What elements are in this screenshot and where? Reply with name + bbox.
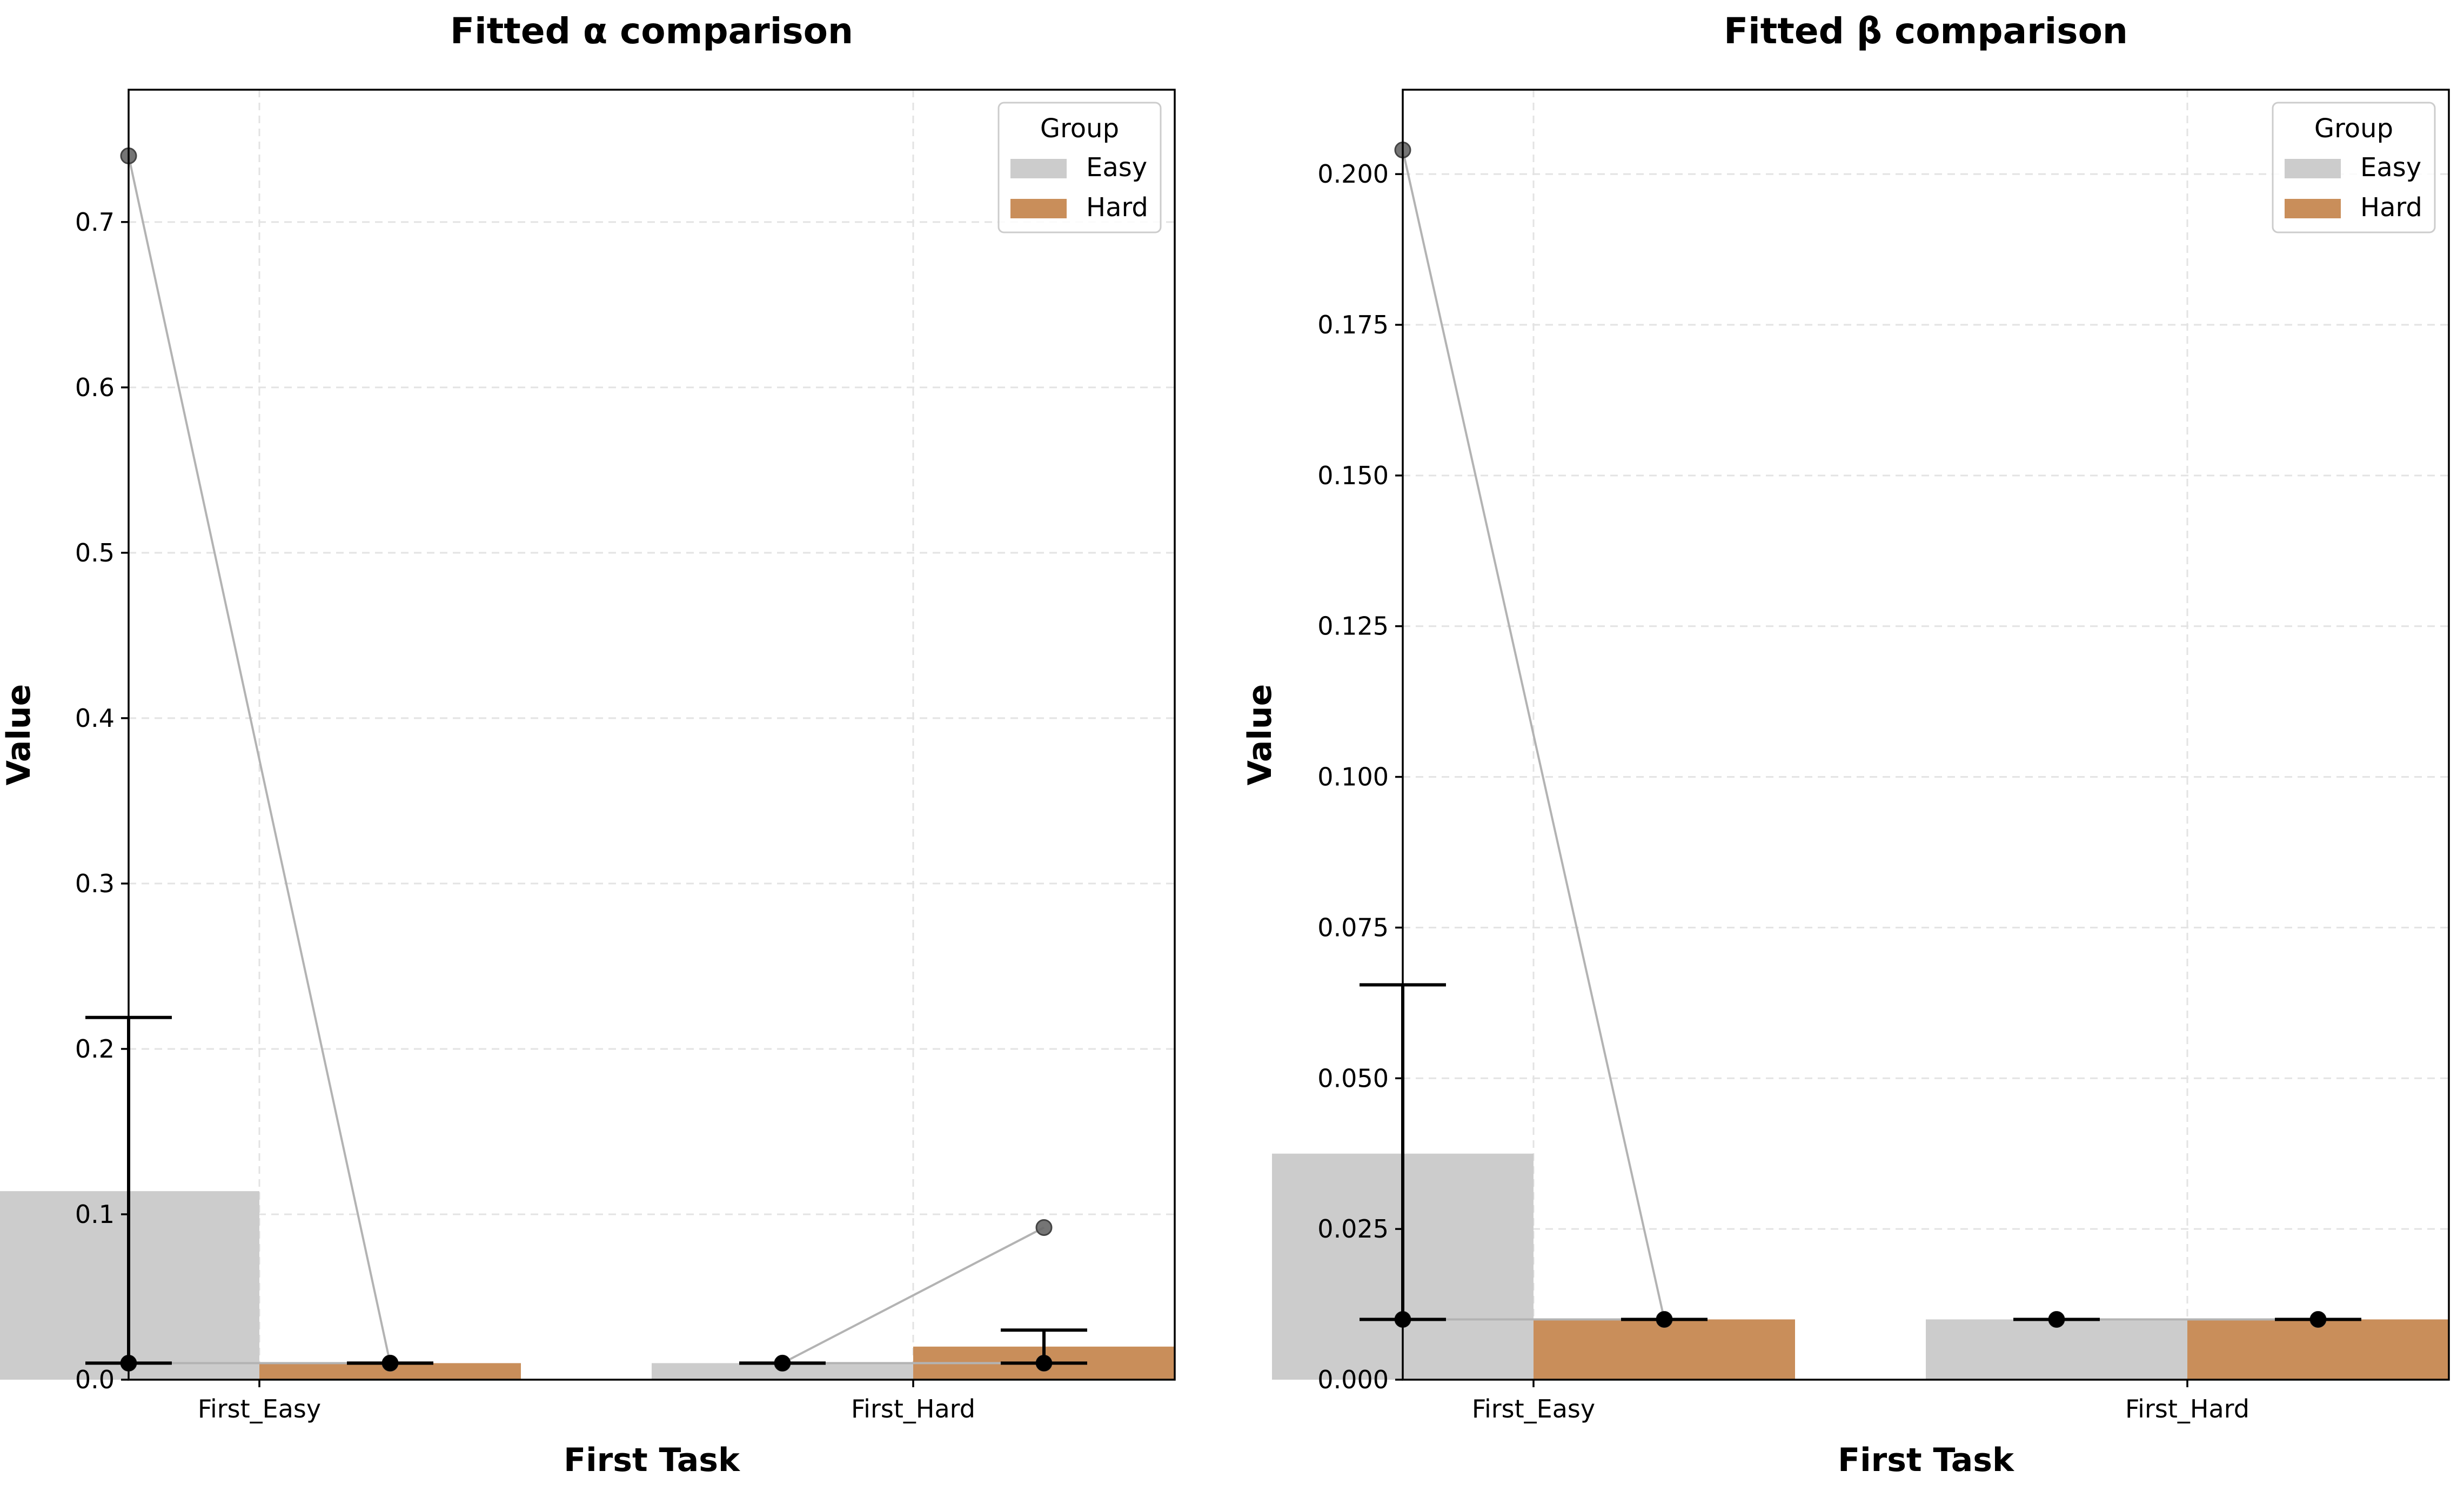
legend-title: Group <box>2314 113 2393 144</box>
median-marker <box>2310 1311 2326 1328</box>
y-tick-label: 0.5 <box>75 538 115 567</box>
y-tick-label: 0.2 <box>75 1034 115 1064</box>
y-tick-label: 0.125 <box>1317 612 1389 641</box>
y-tick-label: 0.1 <box>75 1200 115 1229</box>
y-tick-label: 0.025 <box>1317 1214 1389 1243</box>
legend-label-hard: Hard <box>1086 192 1148 223</box>
legend-swatch-easy <box>1010 159 1067 178</box>
legend-label-hard: Hard <box>2360 192 2422 223</box>
paired-line <box>1402 150 1665 1320</box>
median-marker <box>774 1355 791 1372</box>
y-axis-label: Value <box>0 684 38 786</box>
legend-swatch-hard <box>2285 199 2341 218</box>
legend-swatch-easy <box>2285 159 2341 178</box>
y-axis-label: Value <box>1241 684 1279 786</box>
median-marker <box>1036 1355 1052 1372</box>
median-marker <box>1656 1311 1672 1328</box>
data-point-hard <box>1035 1219 1053 1236</box>
y-tick-label: 0.000 <box>1317 1365 1389 1394</box>
y-tick-label: 0.0 <box>75 1365 115 1394</box>
chart-title: Fitted β comparison <box>1724 10 2128 52</box>
y-tick-label: 0.075 <box>1317 913 1389 942</box>
median-marker <box>2048 1311 2065 1328</box>
median-marker <box>382 1355 398 1372</box>
x-axis-label: First Task <box>564 1441 741 1479</box>
chart-panel-2: 0.000 0.025 0.050 0.075 0.100 0.125 0.150 0.175… <box>1241 10 2450 1479</box>
x-tick-label: First_Hard <box>851 1394 975 1423</box>
legend: Group Easy Hard <box>997 102 1162 233</box>
plot-frame <box>128 89 1176 1381</box>
legend-title: Group <box>1040 113 1119 144</box>
y-tick-label: 0.175 <box>1317 310 1389 339</box>
chart-panel-1: 0.0 0.1 0.2 0.3 0.4 0.5 0.6 0.7 First_Easy First_… <box>0 10 1176 1479</box>
legend-label-easy: Easy <box>1086 152 1147 183</box>
bar-hard-first-hard <box>2187 1319 2449 1380</box>
bar-hard-first-easy <box>1534 1319 1795 1380</box>
legend-label-easy: Easy <box>2360 152 2421 183</box>
y-tick-label: 0.7 <box>75 208 115 237</box>
paired-line <box>128 155 391 1363</box>
x-tick-label: First_Easy <box>198 1394 321 1423</box>
legend: Group Easy Hard <box>2272 102 2436 233</box>
x-axis-label: First Task <box>1838 1441 2015 1479</box>
legend-swatch-hard <box>1010 199 1067 218</box>
plot-frame <box>1402 89 2450 1381</box>
paired-line <box>782 1226 1044 1365</box>
y-tick-label: 0.150 <box>1317 461 1389 490</box>
bar-easy-first-hard <box>1926 1319 2187 1380</box>
y-tick-label: 0.050 <box>1317 1064 1389 1093</box>
y-tick-label: 0.3 <box>75 869 115 898</box>
y-tick-label: 0.100 <box>1317 763 1389 792</box>
x-tick-label: First_Hard <box>2125 1394 2249 1423</box>
y-tick-label: 0.200 <box>1317 159 1389 189</box>
y-tick-label: 0.6 <box>75 373 115 402</box>
chart-title: Fitted α comparison <box>450 10 853 52</box>
y-tick-label: 0.4 <box>75 704 115 733</box>
x-tick-label: First_Easy <box>1472 1394 1595 1423</box>
